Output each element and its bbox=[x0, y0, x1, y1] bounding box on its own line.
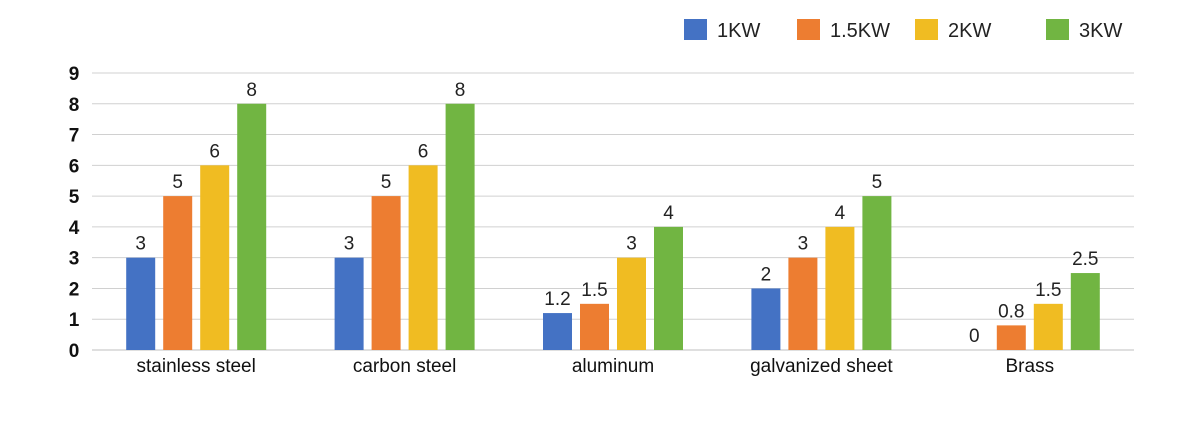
data-label: 1.2 bbox=[544, 289, 570, 310]
x-tick-label: galvanized sheet bbox=[750, 356, 893, 377]
data-label: 0 bbox=[969, 326, 980, 347]
data-label: 0.8 bbox=[998, 301, 1024, 322]
legend-swatch bbox=[915, 19, 938, 40]
data-label: 5 bbox=[872, 172, 883, 193]
bar-1-5kw-1 bbox=[371, 196, 401, 350]
y-tick-label: 6 bbox=[69, 156, 80, 177]
bar-3kw-3 bbox=[862, 196, 892, 350]
bar-1kw-2 bbox=[543, 313, 572, 350]
bar-2kw-1 bbox=[408, 165, 438, 350]
bar-1kw-1 bbox=[334, 257, 364, 350]
legend-swatch bbox=[797, 19, 820, 40]
legend-swatch bbox=[1046, 19, 1069, 40]
data-labels: 3 5 6 8 3 5 6 8 1.2 1.5 3 4 2 3 4 5 0 0.8 1.5 2.5 bbox=[135, 80, 1098, 347]
y-tick-label: 8 bbox=[69, 95, 80, 116]
bar-2kw-0 bbox=[200, 165, 230, 350]
y-tick-label: 2 bbox=[69, 279, 80, 300]
data-label: 4 bbox=[835, 203, 846, 224]
bar-3kw-4 bbox=[1070, 273, 1100, 350]
data-label: 2 bbox=[761, 264, 772, 285]
bar-3kw-2 bbox=[654, 226, 683, 350]
bars bbox=[126, 103, 1100, 351]
bar-1-5kw-3 bbox=[788, 257, 818, 350]
x-tick-label: aluminum bbox=[572, 356, 654, 377]
data-label: 2.5 bbox=[1072, 249, 1098, 270]
data-label: 6 bbox=[418, 141, 429, 162]
data-label: 8 bbox=[455, 80, 466, 101]
data-label: 3 bbox=[135, 234, 146, 255]
y-tick-label: 4 bbox=[69, 218, 80, 239]
y-axis-ticks: 0 1 2 3 4 5 6 7 8 9 bbox=[69, 64, 80, 362]
x-tick-label: stainless steel bbox=[137, 356, 256, 377]
data-label: 1.5 bbox=[581, 280, 607, 301]
legend-label: 1KW bbox=[717, 20, 760, 42]
y-tick-label: 0 bbox=[69, 341, 80, 362]
x-axis-ticks: stainless steel carbon steel aluminum galva… bbox=[137, 356, 1055, 377]
data-label: 3 bbox=[798, 234, 809, 255]
y-tick-label: 9 bbox=[69, 64, 80, 85]
data-label: 5 bbox=[381, 172, 392, 193]
data-label: 6 bbox=[209, 141, 220, 162]
bar-2kw-4 bbox=[1033, 303, 1063, 350]
bar-1kw-0 bbox=[126, 257, 156, 350]
bar-1-5kw-2 bbox=[580, 303, 609, 350]
bar-1kw-3 bbox=[751, 288, 781, 350]
legend-label: 1.5KW bbox=[830, 20, 890, 42]
bar-1-5kw-0 bbox=[163, 196, 193, 350]
y-tick-label: 1 bbox=[69, 310, 80, 331]
y-tick-label: 5 bbox=[69, 187, 80, 208]
bar-1-5kw-4 bbox=[996, 325, 1026, 350]
data-label: 1.5 bbox=[1035, 280, 1061, 301]
bar-2kw-2 bbox=[617, 257, 646, 350]
bar-2kw-3 bbox=[825, 226, 855, 350]
data-label: 5 bbox=[172, 172, 183, 193]
bar-3kw-0 bbox=[237, 103, 267, 351]
y-tick-label: 3 bbox=[69, 249, 80, 270]
y-tick-label: 7 bbox=[69, 126, 80, 147]
bar-3kw-1 bbox=[445, 103, 475, 351]
data-label: 3 bbox=[344, 234, 355, 255]
data-label: 4 bbox=[663, 203, 674, 224]
data-label: 8 bbox=[246, 80, 257, 101]
legend-label: 3KW bbox=[1079, 20, 1122, 42]
legend-swatch bbox=[684, 19, 707, 40]
data-label: 3 bbox=[626, 234, 637, 255]
x-tick-label: carbon steel bbox=[353, 356, 457, 377]
x-tick-label: Brass bbox=[1006, 356, 1055, 377]
legend: 1KW 1.5KW 2KW 3KW bbox=[684, 19, 1122, 42]
legend-label: 2KW bbox=[948, 20, 991, 42]
